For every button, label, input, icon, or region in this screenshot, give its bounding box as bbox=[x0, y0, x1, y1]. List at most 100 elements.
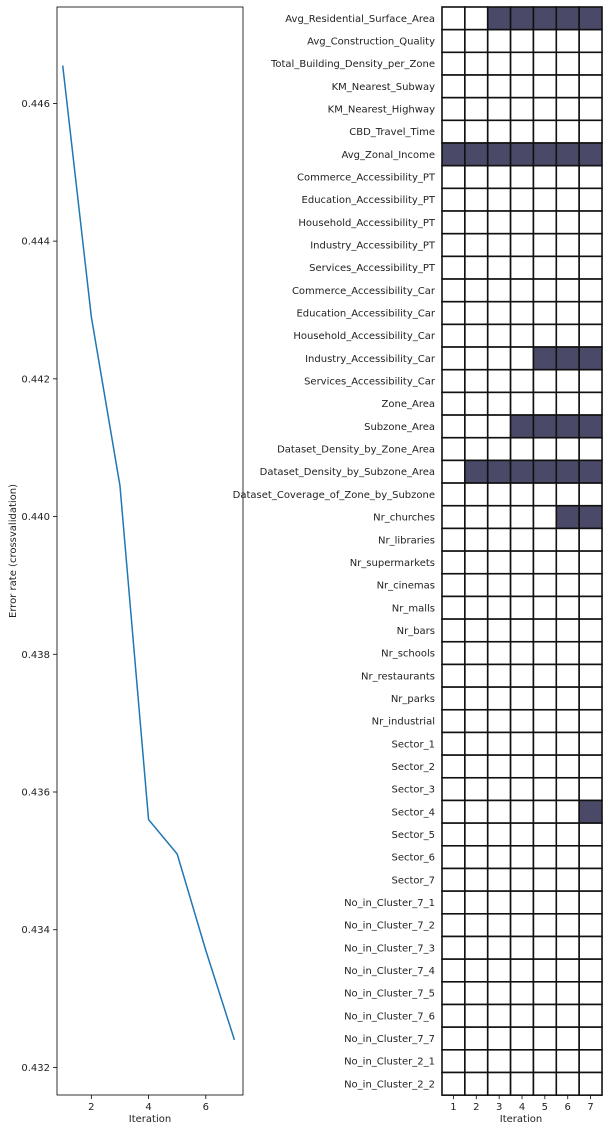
heatmap-cell-unselected bbox=[555, 867, 580, 892]
heatmap-cell-unselected bbox=[464, 958, 489, 983]
heatmap-cell-unselected bbox=[555, 187, 580, 212]
heatmap-cell-unselected bbox=[509, 278, 535, 303]
heatmap-cell-unselected bbox=[441, 572, 466, 598]
heatmap-cell-selected bbox=[532, 6, 558, 31]
heatmap-cell-unselected bbox=[464, 232, 489, 258]
heatmap-cell-unselected bbox=[532, 278, 558, 303]
heatmap-cell-unselected bbox=[532, 890, 558, 915]
heatmap-x-tick-label: 2 bbox=[473, 1102, 479, 1113]
heatmap-cell-unselected bbox=[441, 663, 466, 688]
heatmap-cell-unselected bbox=[509, 640, 535, 666]
heatmap-cell-unselected bbox=[464, 686, 489, 711]
heatmap-cell-unselected bbox=[555, 686, 580, 711]
heatmap-cell-selected bbox=[486, 6, 512, 31]
heatmap-cell-unselected bbox=[532, 731, 558, 756]
heatmap-cell-unselected bbox=[578, 867, 603, 892]
heatmap-cell-unselected bbox=[509, 210, 535, 235]
heatmap-cell-unselected bbox=[578, 527, 603, 552]
heatmap-cell-unselected bbox=[464, 527, 489, 552]
heatmap-cell-unselected bbox=[532, 550, 558, 575]
heatmap-cell-selected bbox=[578, 504, 603, 530]
heatmap-row-label: Nr_schools bbox=[381, 649, 435, 660]
heatmap-row-label: Sector_1 bbox=[391, 739, 435, 750]
line-chart-x-tick-label: 6 bbox=[203, 1102, 209, 1113]
heatmap-row-label: No_in_Cluster_7_1 bbox=[344, 898, 435, 909]
heatmap-row-label: Sector_7 bbox=[391, 875, 435, 886]
heatmap-cell-unselected bbox=[486, 867, 512, 892]
heatmap-cell-unselected bbox=[578, 323, 603, 348]
heatmap-cell-unselected bbox=[532, 96, 558, 122]
heatmap-cell-unselected bbox=[578, 255, 603, 280]
heatmap-cell-unselected bbox=[509, 776, 535, 802]
heatmap-cell-unselected bbox=[441, 799, 466, 824]
heatmap-cell-unselected bbox=[532, 187, 558, 212]
heatmap-cell-selected bbox=[532, 414, 558, 439]
heatmap-cell-unselected bbox=[509, 708, 535, 734]
heatmap-cell-unselected bbox=[441, 346, 466, 371]
heatmap-cell-unselected bbox=[509, 96, 535, 122]
heatmap-cell-unselected bbox=[578, 935, 603, 960]
heatmap-cell-unselected bbox=[509, 232, 535, 258]
heatmap-cell-unselected bbox=[555, 754, 580, 779]
heatmap-cell-unselected bbox=[555, 74, 580, 99]
heatmap-cell-unselected bbox=[441, 1003, 466, 1028]
heatmap-cell-selected bbox=[532, 346, 558, 371]
heatmap-cell-unselected bbox=[509, 1071, 535, 1096]
heatmap-cell-unselected bbox=[532, 51, 558, 76]
heatmap-row-label: Nr_libraries bbox=[378, 535, 435, 546]
line-chart-y-tick-label: 0.432 bbox=[21, 1063, 50, 1074]
heatmap-cell-unselected bbox=[464, 708, 489, 734]
heatmap-cell-unselected bbox=[441, 867, 466, 892]
heatmap-cell-unselected bbox=[464, 799, 489, 824]
heatmap-cell-unselected bbox=[464, 51, 489, 76]
line-chart-x-tick-label: 4 bbox=[145, 1102, 151, 1113]
heatmap-row-label: No_in_Cluster_7_7 bbox=[344, 1034, 435, 1045]
heatmap-cell-unselected bbox=[532, 28, 558, 54]
heatmap-cell-selected bbox=[555, 142, 580, 167]
heatmap-cell-unselected bbox=[509, 754, 535, 779]
heatmap-cell-unselected bbox=[555, 323, 580, 348]
heatmap-cell-unselected bbox=[532, 935, 558, 960]
heatmap-cell-unselected bbox=[578, 232, 603, 258]
heatmap-cell-unselected bbox=[486, 890, 512, 915]
heatmap-row-label: No_in_Cluster_2_1 bbox=[344, 1057, 435, 1068]
heatmap-cell-unselected bbox=[509, 731, 535, 756]
heatmap-cell-unselected bbox=[555, 663, 580, 688]
heatmap-row-label: Services_Accessibility_Car bbox=[304, 377, 436, 388]
heatmap-cell-unselected bbox=[486, 1071, 512, 1096]
heatmap-cell-unselected bbox=[464, 323, 489, 348]
heatmap-cell-unselected bbox=[555, 436, 580, 462]
heatmap-cell-unselected bbox=[555, 255, 580, 280]
heatmap-x-tick-label: 5 bbox=[542, 1102, 548, 1113]
heatmap-cell-unselected bbox=[441, 482, 466, 507]
heatmap-cell-unselected bbox=[578, 210, 603, 235]
heatmap-cell-unselected bbox=[578, 391, 603, 416]
heatmap-row-label: Nr_industrial bbox=[372, 717, 435, 728]
heatmap-cell-unselected bbox=[486, 1003, 512, 1028]
heatmap-cell-unselected bbox=[555, 1071, 580, 1096]
heatmap-cell-unselected bbox=[532, 323, 558, 348]
heatmap-x-tick-label: 1 bbox=[450, 1102, 456, 1113]
heatmap-row-label: Avg_Construction_Quality bbox=[307, 37, 435, 48]
heatmap-cell-unselected bbox=[486, 96, 512, 122]
line-chart-y-tick-label: 0.444 bbox=[21, 237, 50, 248]
heatmap-cell-unselected bbox=[464, 255, 489, 280]
heatmap-cell-unselected bbox=[555, 368, 580, 394]
heatmap-cell-unselected bbox=[441, 210, 466, 235]
heatmap-row-label: No_in_Cluster_7_2 bbox=[344, 921, 435, 932]
heatmap-row-label: Nr_malls bbox=[392, 603, 435, 614]
heatmap-cell-selected bbox=[578, 414, 603, 439]
heatmap-cell-unselected bbox=[464, 164, 489, 190]
error-rate-series-line bbox=[61, 65, 236, 1041]
heatmap-cell-unselected bbox=[509, 981, 535, 1006]
heatmap-cell-unselected bbox=[578, 618, 603, 643]
heatmap-cell-unselected bbox=[532, 74, 558, 99]
heatmap-cell-unselected bbox=[578, 278, 603, 303]
heatmap-cell-unselected bbox=[509, 686, 535, 711]
heatmap-cell-unselected bbox=[441, 164, 466, 190]
heatmap-row-label: Services_Accessibility_PT bbox=[309, 263, 436, 274]
heatmap-cell-unselected bbox=[509, 323, 535, 348]
heatmap-cell-unselected bbox=[464, 822, 489, 847]
heatmap-cell-unselected bbox=[464, 595, 489, 620]
line-chart-y-ticks: 0.432 0.434 0.436 0.438 0.440 0.442 0.444 0.446 bbox=[21, 99, 57, 1074]
